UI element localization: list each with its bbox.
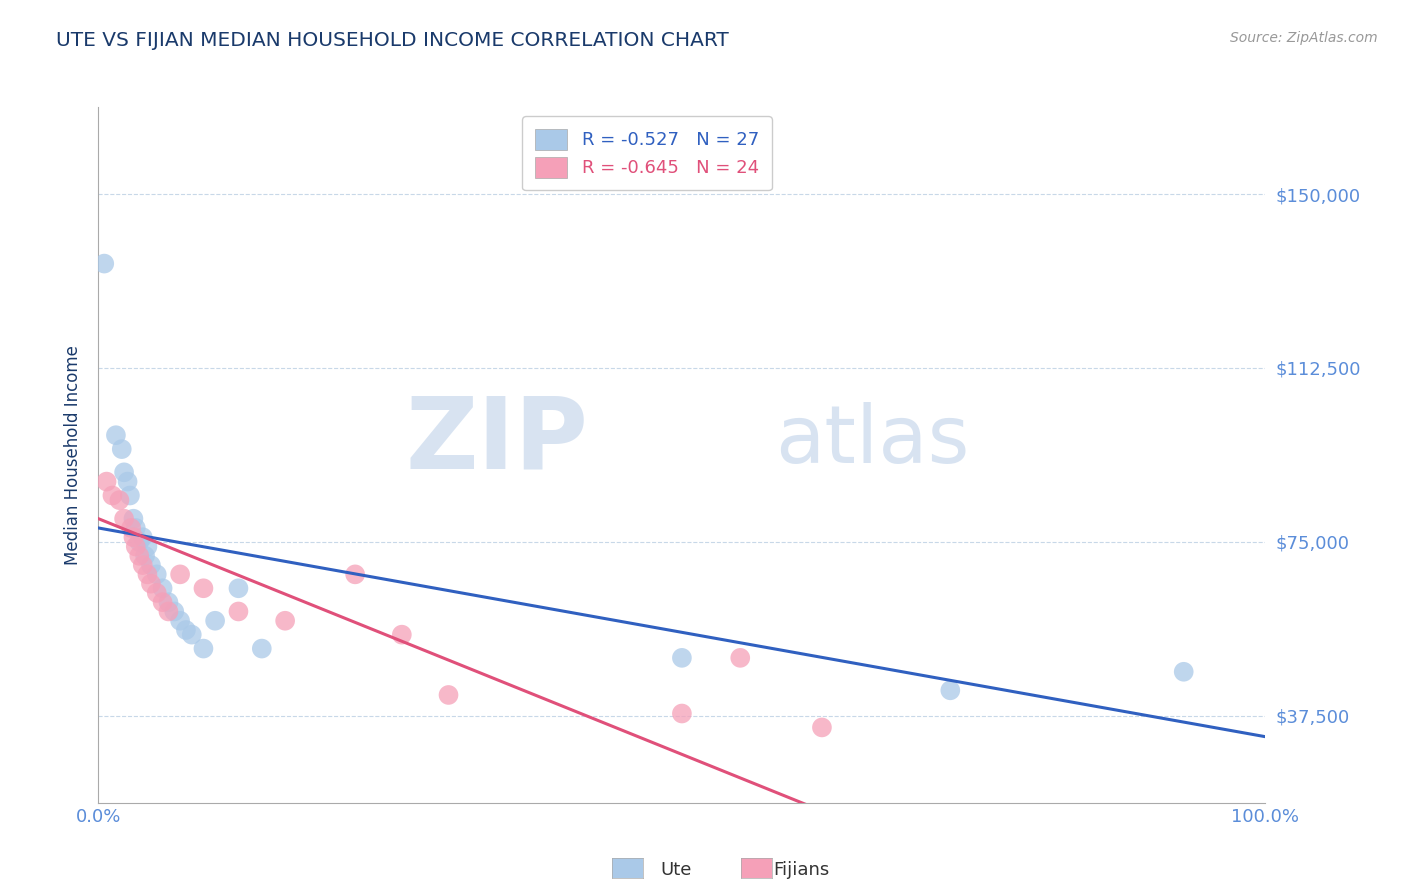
Legend: R = -0.527   N = 27, R = -0.645   N = 24: R = -0.527 N = 27, R = -0.645 N = 24	[522, 116, 772, 190]
Point	[112, 466, 135, 480]
Text: UTE VS FIJIAN MEDIAN HOUSEHOLD INCOME CORRELATION CHART: UTE VS FIJIAN MEDIAN HOUSEHOLD INCOME CO…	[56, 31, 728, 50]
Y-axis label: Median Household Income: Median Household Income	[65, 345, 83, 565]
Point	[1173, 665, 1195, 679]
Point	[139, 576, 162, 591]
Point	[125, 540, 148, 554]
Point	[204, 614, 226, 628]
Point	[128, 549, 150, 563]
Point	[228, 582, 250, 596]
Point	[180, 628, 202, 642]
Point	[811, 721, 834, 735]
Point	[128, 534, 150, 549]
Text: Source: ZipAtlas.com: Source: ZipAtlas.com	[1230, 31, 1378, 45]
Point	[169, 614, 191, 628]
Text: ZIP: ZIP	[406, 392, 589, 490]
Point	[112, 511, 135, 525]
Point	[134, 549, 156, 563]
Point	[174, 623, 197, 637]
Point	[730, 651, 752, 665]
Point	[193, 582, 215, 596]
Point	[169, 567, 191, 582]
Point	[125, 521, 148, 535]
Point	[108, 493, 131, 508]
Point	[146, 586, 169, 600]
Text: atlas: atlas	[775, 402, 970, 480]
Point	[104, 428, 127, 442]
Point	[111, 442, 134, 456]
Point	[157, 595, 180, 609]
Point	[152, 582, 174, 596]
Point	[117, 475, 139, 489]
Point	[146, 567, 169, 582]
Point	[118, 489, 141, 503]
Point	[228, 605, 250, 619]
Point	[122, 530, 145, 544]
Point	[163, 605, 186, 619]
Text: Ute: Ute	[661, 861, 692, 879]
Point	[671, 651, 693, 665]
Point	[157, 605, 180, 619]
Point	[139, 558, 162, 573]
Point	[437, 688, 460, 702]
Point	[93, 257, 115, 271]
Text: Fijians: Fijians	[773, 861, 830, 879]
Point	[132, 558, 155, 573]
Point	[120, 521, 142, 535]
Point	[671, 706, 693, 721]
Point	[193, 641, 215, 656]
Point	[136, 567, 159, 582]
Point	[391, 628, 413, 642]
Point	[132, 530, 155, 544]
Point	[939, 683, 962, 698]
Point	[344, 567, 367, 582]
Point	[250, 641, 273, 656]
Point	[152, 595, 174, 609]
Point	[101, 489, 124, 503]
Point	[122, 511, 145, 525]
Point	[274, 614, 297, 628]
Point	[96, 475, 118, 489]
Point	[136, 540, 159, 554]
